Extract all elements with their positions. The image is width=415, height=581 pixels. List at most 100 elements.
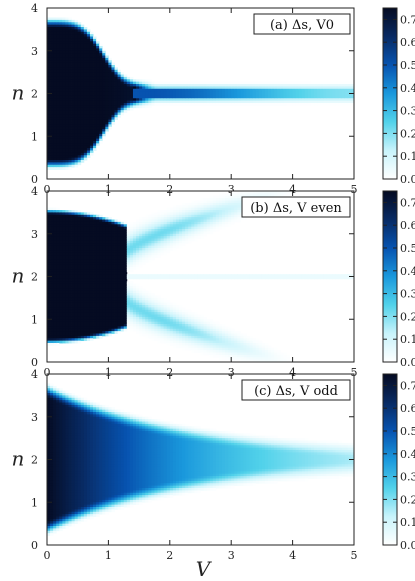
- heatmap-cell: [65, 319, 69, 323]
- heatmap-cell: [102, 231, 106, 235]
- heatmap-cell: [74, 65, 79, 68]
- heatmap-cell: [86, 226, 91, 230]
- heatmap-cell: [83, 155, 88, 159]
- heatmap-cell: [136, 86, 140, 90]
- heatmap-cell: [62, 319, 66, 323]
- heatmap-cell: [59, 152, 63, 156]
- heatmap-cell: [154, 328, 158, 332]
- heatmap-cell: [77, 229, 82, 232]
- heatmap-cell: [160, 98, 165, 102]
- colorbar-tick-label: 0.3: [400, 105, 415, 118]
- heatmap-cell: [114, 316, 119, 320]
- heatmap-cell: [228, 193, 232, 197]
- heatmap-cell: [71, 248, 76, 251]
- heatmap-cell: [102, 333, 106, 337]
- heatmap-cell: [139, 262, 143, 266]
- heatmap-cell: [68, 148, 72, 151]
- heatmap-cell: [83, 126, 88, 130]
- heatmap-cell: [132, 250, 137, 254]
- heatmap-cell: [120, 267, 125, 270]
- heatmap-cell: [71, 86, 76, 90]
- heatmap-cell: [47, 250, 51, 254]
- heatmap-cell: [157, 245, 161, 249]
- heatmap-cell: [80, 297, 85, 301]
- heatmap-cell: [96, 236, 100, 239]
- heatmap-cell: [151, 248, 155, 251]
- heatmap-cell: [175, 233, 180, 237]
- heatmap-cell: [93, 238, 97, 242]
- heatmap-cell: [74, 138, 79, 142]
- heatmap-cell: [71, 278, 76, 282]
- heatmap-cell: [93, 255, 97, 258]
- heatmap-cell: [221, 328, 226, 332]
- heatmap-cell: [80, 276, 85, 280]
- heatmap-cell: [212, 354, 217, 358]
- heatmap-cell: [185, 212, 189, 216]
- heatmap-cell: [148, 229, 152, 232]
- heatmap-cell: [59, 288, 63, 292]
- heatmap-cell: [129, 312, 134, 315]
- heatmap-cell: [47, 335, 51, 339]
- heatmap-cell: [215, 328, 220, 332]
- heatmap-cell: [172, 214, 177, 218]
- heatmap-cell: [292, 91, 297, 94]
- heatmap-cell: [62, 331, 66, 334]
- heatmap-cell: [129, 79, 134, 83]
- heatmap-cell: [212, 103, 217, 106]
- heatmap-cell: [65, 152, 69, 156]
- heatmap-cell: [234, 352, 238, 356]
- heatmap-cell: [200, 314, 204, 318]
- heatmap-cell: [157, 314, 161, 318]
- heatmap-cell: [218, 81, 223, 85]
- heatmap-cell: [203, 88, 208, 92]
- heatmap-cell: [47, 148, 51, 151]
- heatmap-cell: [218, 207, 223, 211]
- heatmap-cell: [62, 38, 66, 42]
- heatmap-cell: [136, 312, 140, 315]
- heatmap-cell: [175, 214, 180, 218]
- heatmap-cell: [154, 219, 158, 223]
- heatmap-cell: [96, 69, 100, 73]
- heatmap-cell: [182, 84, 186, 87]
- heatmap-cell: [145, 312, 149, 315]
- heatmap-cell: [47, 60, 51, 64]
- heatmap-cell: [139, 233, 143, 237]
- heatmap-cell: [53, 103, 57, 106]
- heatmap-cell: [62, 281, 66, 285]
- heatmap-cell: [86, 155, 91, 159]
- heatmap-cell: [234, 333, 238, 337]
- heatmap-cell: [56, 84, 60, 87]
- heatmap-cell: [56, 138, 60, 142]
- heatmap-cell: [83, 46, 88, 49]
- heatmap-cell: [105, 293, 109, 296]
- heatmap-cell: [111, 262, 115, 266]
- heatmap-cell: [209, 195, 214, 199]
- heatmap-cell: [74, 27, 79, 30]
- heatmap-cell: [209, 340, 214, 344]
- heatmap-cell: [136, 321, 140, 325]
- heatmap-cell: [261, 191, 266, 194]
- heatmap-cell: [185, 84, 189, 87]
- heatmap-cell: [111, 278, 115, 282]
- heatmap-cell: [160, 276, 165, 280]
- heatmap-cell: [65, 312, 69, 315]
- heatmap-cell: [200, 321, 204, 325]
- heatmap-cell: [86, 76, 91, 80]
- heatmap-cell: [102, 50, 106, 54]
- heatmap-cell: [53, 250, 57, 254]
- heatmap-cell: [252, 340, 257, 344]
- heatmap-cell: [111, 309, 115, 313]
- heatmap-cell: [151, 100, 155, 104]
- heatmap-cell: [142, 98, 146, 102]
- heatmap-cell: [172, 335, 177, 339]
- heatmap-cell: [277, 103, 281, 106]
- heatmap-cell: [172, 248, 177, 251]
- heatmap-cell: [56, 27, 60, 30]
- heatmap-cell: [47, 269, 51, 273]
- heatmap-cell: [329, 91, 333, 94]
- heatmap-cell: [197, 212, 201, 216]
- heatmap-cell: [120, 295, 125, 299]
- heatmap-cell: [289, 86, 293, 90]
- heatmap-cell: [74, 255, 79, 258]
- heatmap-cell: [111, 88, 115, 92]
